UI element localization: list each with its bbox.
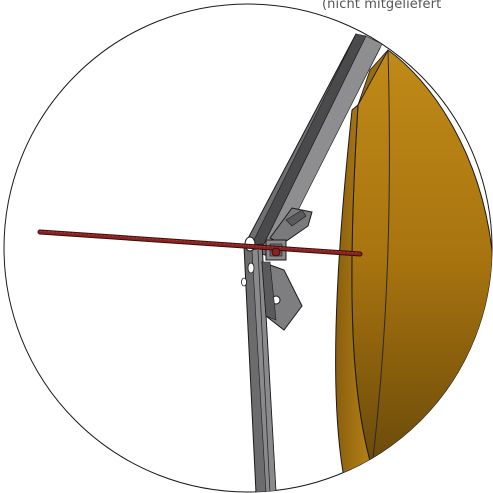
rod-nut xyxy=(271,247,281,257)
upper-strut xyxy=(243,33,383,259)
threaded-rod xyxy=(37,229,363,257)
lower-bracket xyxy=(261,261,303,331)
caption-note: (nicht mitgeliefert xyxy=(322,0,442,12)
wooden-panel xyxy=(335,49,492,479)
